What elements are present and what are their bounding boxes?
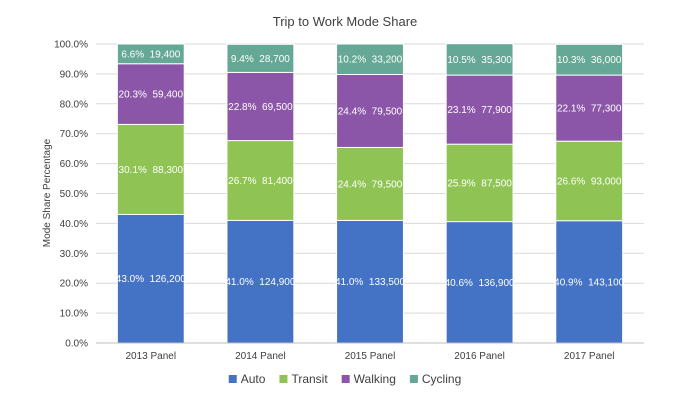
y-tick-label: 20.0% <box>60 279 88 290</box>
x-tick-label: 2017 Panel <box>564 351 615 362</box>
data-label-walking: 24.4% 79,500 <box>338 106 403 117</box>
y-axis-label: Mode Share Percentage <box>42 138 53 247</box>
data-label-auto: 40.6% 136,900 <box>445 278 515 289</box>
data-label-cycling: 6.6% 19,400 <box>121 49 180 60</box>
y-tick-label: 60.0% <box>60 159 88 170</box>
x-axis-ticks: 2013 Panel 2014 Panel 2015 Panel 2016 Panel… <box>96 342 644 362</box>
legend-label-transit: Transit <box>291 372 328 386</box>
bar-auto-5 <box>555 220 624 344</box>
legend: Auto Transit Walking Cycling <box>228 372 461 386</box>
bar-transit-4 <box>445 143 514 223</box>
data-label-walking: 22.1% 77,300 <box>557 104 622 115</box>
data-label-walking: 20.3% 59,400 <box>119 90 184 101</box>
y-tick-label: 90.0% <box>60 69 88 80</box>
y-tick-label: 30.0% <box>60 249 88 260</box>
y-tick-label: 100.0% <box>54 40 88 51</box>
bar-auto-4 <box>445 221 514 344</box>
bar-auto-3 <box>336 219 404 344</box>
data-label-cycling: 9.4% 28,700 <box>231 54 290 65</box>
data-label-cycling: 10.3% 36,000 <box>557 55 622 66</box>
x-tick-label: 2016 Panel <box>454 351 505 362</box>
legend-swatch-walking <box>341 375 350 383</box>
data-label-auto: 41.0% 133,500 <box>335 277 405 288</box>
chart-title: Trip to Work Mode Share <box>273 14 418 29</box>
bars: 43.0% 126,200 30.1% 88,300 20.3% 59,400 6.6… <box>116 43 625 344</box>
data-label-walking: 23.1% 77,900 <box>447 105 512 116</box>
data-label-walking: 22.8% 69,500 <box>228 102 293 113</box>
data-label-transit: 24.4% 79,500 <box>338 179 403 190</box>
bar-walking-1 <box>116 63 185 125</box>
bar-cycling-2 <box>226 43 295 73</box>
bar-transit-1 <box>116 123 185 215</box>
bar-cycling-4 <box>445 43 514 76</box>
legend-swatch-auto <box>228 375 237 383</box>
y-tick-label: 10.0% <box>60 309 88 320</box>
data-label-transit: 30.1% 88,300 <box>119 165 184 176</box>
legend-label-walking: Walking <box>354 372 396 386</box>
x-tick-label: 2015 Panel <box>345 351 396 362</box>
data-label-auto: 41.0% 124,900 <box>225 277 295 288</box>
data-label-cycling: 10.2% 33,200 <box>338 55 403 66</box>
data-label-cycling: 10.5% 35,300 <box>447 55 512 66</box>
bar-cycling-5 <box>555 43 624 76</box>
bar-walking-2 <box>226 71 295 142</box>
bar-walking-4 <box>445 74 514 145</box>
y-tick-label: 0.0% <box>65 339 88 350</box>
y-tick-label: 40.0% <box>60 219 88 230</box>
bar-auto-1 <box>116 213 185 344</box>
legend-label-cycling: Cycling <box>422 372 461 386</box>
legend-label-auto: Auto <box>241 372 266 386</box>
bar-transit-5 <box>555 140 624 222</box>
data-label-transit: 25.9% 87,500 <box>447 178 512 189</box>
y-tick-label: 80.0% <box>60 99 88 110</box>
bar-cycling-1 <box>116 43 185 65</box>
y-axis-ticks: 0.0% 10.0% 20.0% 30.0% 40.0% 50.0% 60.0% 70.0% 8… <box>54 40 88 350</box>
legend-swatch-cycling <box>409 375 418 383</box>
y-tick-label: 70.0% <box>60 129 88 140</box>
bar-auto-2 <box>226 219 295 344</box>
bar-cycling-3 <box>336 43 404 75</box>
data-label-transit: 26.6% 93,000 <box>557 176 622 187</box>
y-tick-label: 50.0% <box>60 189 88 200</box>
bar-walking-5 <box>555 74 624 142</box>
data-label-auto: 40.9% 143,100 <box>554 277 624 288</box>
bar-transit-3 <box>336 146 404 221</box>
x-tick-label: 2013 Panel <box>125 351 176 362</box>
legend-swatch-transit <box>279 375 288 383</box>
bar-transit-2 <box>226 140 295 221</box>
data-label-transit: 26.7% 81,400 <box>228 176 293 187</box>
data-label-auto: 43.0% 126,200 <box>116 274 186 285</box>
x-tick-label: 2014 Panel <box>235 351 286 362</box>
